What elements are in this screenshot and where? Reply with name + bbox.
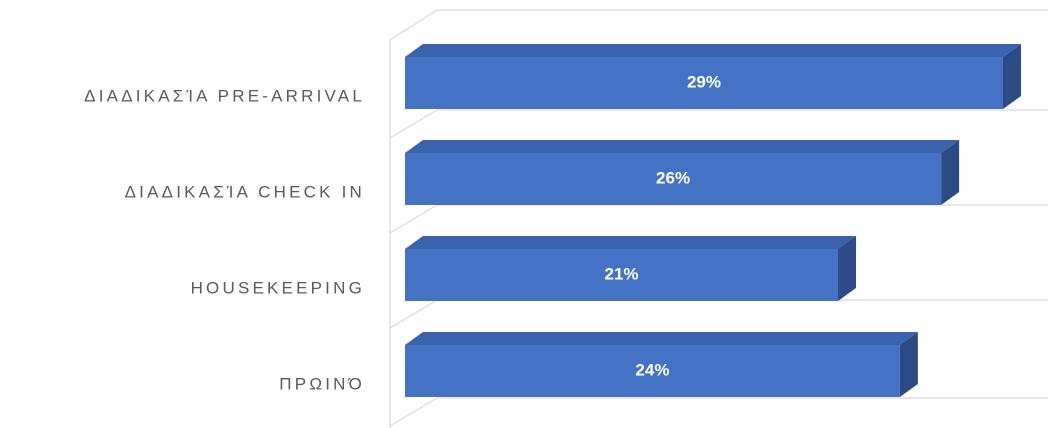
y-tick-label: ΠΡΩΙΝΌ xyxy=(279,374,365,393)
data-label: 21% xyxy=(604,264,638,283)
bar-side xyxy=(899,332,918,397)
bar xyxy=(405,249,839,301)
bar-side xyxy=(941,140,960,205)
y-tick-label: ΔΙΑΔΙΚΑΣΊΑ CHECK IN xyxy=(125,182,365,201)
bar-top xyxy=(405,140,960,153)
wall-line xyxy=(389,204,438,234)
y-tick-label: ΔΙΑΔΙΚΑΣΊΑ PRE-ARRIVAL xyxy=(84,86,365,105)
data-label: 24% xyxy=(635,360,669,379)
wall-line xyxy=(389,397,438,427)
bar xyxy=(405,345,900,397)
bar-side xyxy=(1002,44,1021,109)
bar-top xyxy=(405,332,918,345)
bar xyxy=(405,153,942,205)
data-label: 26% xyxy=(656,168,690,187)
data-label: 29% xyxy=(687,72,721,91)
bar-top xyxy=(405,44,1021,57)
wall-line xyxy=(389,109,438,139)
wall-line xyxy=(389,299,438,329)
wall-line xyxy=(389,9,438,41)
bar-top xyxy=(405,236,857,249)
bar-side xyxy=(838,236,857,301)
bar xyxy=(405,57,1003,109)
y-tick-label: HOUSEKEEPING xyxy=(191,278,365,297)
